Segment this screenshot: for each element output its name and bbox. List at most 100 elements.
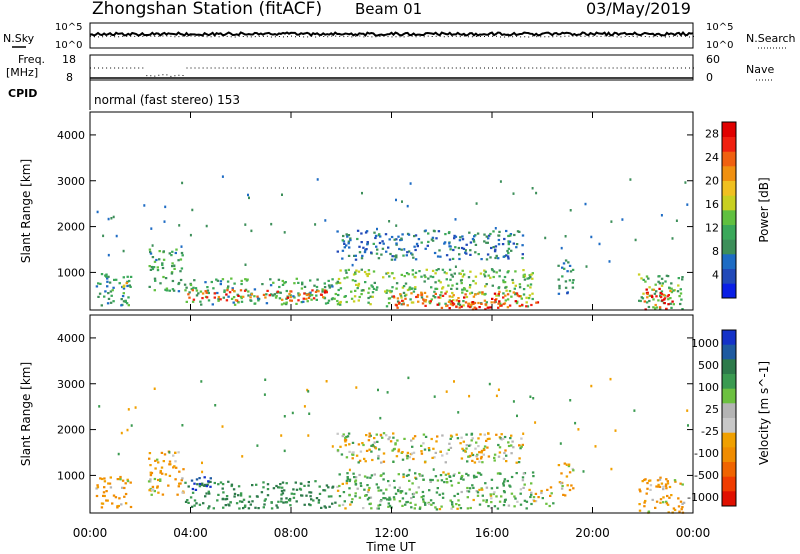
power-cells-cell <box>143 204 146 207</box>
power-colorbar-swatch <box>722 151 736 167</box>
vel-cells-cell <box>331 485 335 488</box>
vel-cells-cell <box>456 507 459 510</box>
power-cells-cell <box>205 296 209 299</box>
power-cells-cell <box>393 277 396 280</box>
power-cells-cell <box>339 303 342 306</box>
power-cells-cell <box>365 230 369 233</box>
power-colorbar-swatch <box>722 180 736 196</box>
power-cells-cell <box>525 301 528 304</box>
power-cells-cell <box>503 237 506 241</box>
power-cells-cell <box>658 275 661 278</box>
power-cells-cell <box>654 283 657 286</box>
vel-cells-cell <box>379 500 382 503</box>
vel-cells-cell <box>103 486 106 489</box>
power-cells-cell <box>148 265 151 268</box>
power-cells-cell <box>391 286 394 289</box>
power-cells-cell <box>433 251 437 255</box>
vel-cells-cell <box>217 483 220 486</box>
vel-cells-cell <box>127 408 130 411</box>
vel-cells-cell <box>153 387 156 390</box>
vel-cells-cell <box>317 499 321 502</box>
power-cells-cell <box>295 277 298 280</box>
vel-cells-cell <box>470 433 473 436</box>
power-cells-cell <box>531 272 534 275</box>
power-cells-cell <box>430 286 433 289</box>
vel-cells-cell <box>307 434 310 437</box>
vel-cells-cell <box>510 434 513 437</box>
power-cells-cell <box>438 249 441 252</box>
power-cells-cell <box>469 253 472 256</box>
power-cells-cell <box>358 295 361 299</box>
power-cells-cell <box>658 306 662 309</box>
vel-cells-cell <box>103 480 107 483</box>
vel-cells-cell <box>377 388 379 392</box>
vel-cells-cell <box>263 499 266 502</box>
vel-cells-cell <box>493 505 497 508</box>
power-cells-cell <box>360 293 363 296</box>
vel-cells-cell <box>323 505 326 508</box>
power-colorbar-swatch <box>722 166 736 181</box>
vel-cells-cell <box>659 476 662 479</box>
vel-cells-cell <box>168 451 171 454</box>
power-cells-cell <box>525 305 528 308</box>
vel-cells-cell <box>224 504 227 507</box>
vel-cells-cell <box>148 452 152 455</box>
velocity-colorbar-tick: 25 <box>705 403 719 416</box>
power-cells-cell <box>564 280 568 283</box>
vel-cells-cell <box>280 493 283 496</box>
power-cells-cell <box>652 298 655 301</box>
power-cells-cell <box>315 298 318 301</box>
power-cells-cell <box>659 308 662 311</box>
vel-cells-cell <box>490 497 493 500</box>
power-cells-cell <box>234 299 238 302</box>
power-cells-cell <box>366 243 369 246</box>
vel-cells-cell <box>476 494 480 497</box>
power-cells-cell <box>293 296 296 299</box>
vel-cells-cell <box>370 444 373 447</box>
vel-cells-cell <box>402 473 405 476</box>
power-cells-cell <box>118 282 121 285</box>
power-cells-cell <box>476 232 480 235</box>
power-cells-cell <box>410 301 414 304</box>
power-cells-cell <box>372 270 376 273</box>
power-cells-cell <box>122 249 125 253</box>
power-cells-cell <box>385 291 388 294</box>
power-cells-cell <box>399 294 403 297</box>
power-cells-cell <box>317 290 320 293</box>
date-title: 03/May/2019 <box>586 0 691 18</box>
power-cells-cell <box>201 292 205 295</box>
vel-cells-cell <box>567 465 571 468</box>
power-cells-cell <box>372 287 376 290</box>
vel-cells-cell <box>159 479 162 482</box>
vel-cells-cell <box>614 429 617 432</box>
power-cells-cell <box>113 278 116 281</box>
power-cells-cell <box>530 273 533 276</box>
power-cells-cell <box>300 287 304 290</box>
vel-cells-cell <box>327 495 331 498</box>
power-cells-cell <box>461 238 465 241</box>
vel-cells-cell <box>221 425 224 428</box>
power-cells-cell <box>497 293 500 296</box>
power-cells-cell <box>115 278 118 281</box>
power-cells-cell <box>396 300 400 303</box>
power-cells-cell <box>195 289 199 292</box>
vel-cells-cell <box>537 496 540 499</box>
power-cells-cell <box>302 300 305 303</box>
power-cells-cell <box>441 287 444 290</box>
power-cells-cell <box>364 249 367 252</box>
vel-cells-cell <box>345 479 349 482</box>
vel-cells-cell <box>477 445 480 448</box>
vel-cells-cell <box>357 461 360 464</box>
vel-cells-cell <box>344 440 347 443</box>
vel-cells-cell <box>455 433 458 436</box>
power-cells-cell <box>468 286 472 289</box>
power-cells-cell <box>494 248 497 251</box>
vel-cells-cell <box>509 437 512 440</box>
vel-cells-cell <box>666 482 670 485</box>
vel-cells-cell <box>418 507 422 510</box>
power-cells-cell <box>430 238 434 241</box>
power-cells-cell <box>286 295 289 298</box>
power-yaxis-tick-label: 3000 <box>57 175 85 188</box>
power-cells-cell <box>485 283 488 286</box>
power-cells-cell <box>314 290 318 293</box>
